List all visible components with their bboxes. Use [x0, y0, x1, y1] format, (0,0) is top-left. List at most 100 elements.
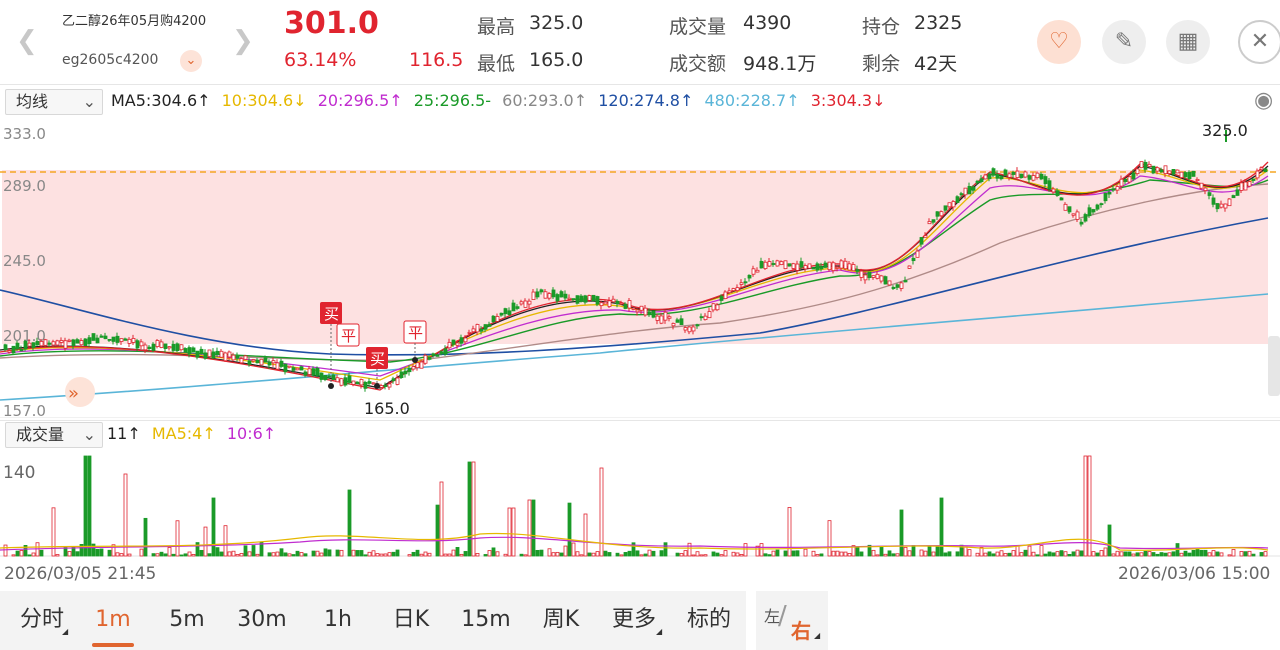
candle: [1067, 206, 1072, 213]
grid-icon[interactable]: ▦: [1166, 20, 1210, 64]
favorite-icon[interactable]: ♡: [1037, 20, 1081, 64]
volume-bar: [967, 549, 972, 557]
candle: [959, 193, 964, 196]
candle: [207, 349, 212, 358]
ma120-line: [0, 217, 1269, 356]
tab-15m[interactable]: 15m: [461, 607, 511, 632]
tab-more[interactable]: 更多: [611, 607, 656, 632]
candle: [1055, 190, 1060, 196]
side-toggle[interactable]: 左 / 右 ◢: [756, 591, 828, 650]
candle: [1247, 181, 1252, 187]
candle: [759, 260, 764, 269]
tab-day-k[interactable]: 日K: [392, 607, 430, 632]
volume-bar: [827, 520, 832, 557]
candle: [491, 315, 496, 322]
ma-legend: MA5:304.6↑ 10:304.6↓ 20:296.5↑ 25:296.5-…: [111, 91, 891, 110]
volume-bar: [1203, 549, 1208, 557]
volume-bar: [323, 548, 328, 557]
candle: [775, 260, 780, 267]
volume-bar: [187, 551, 192, 557]
double-chevron-icon[interactable]: »: [65, 377, 95, 407]
candle: [595, 296, 600, 305]
candle: [947, 202, 952, 208]
candle: [1155, 167, 1160, 172]
candle: [591, 294, 596, 302]
tab-1h[interactable]: 1h: [324, 607, 352, 632]
candle: [295, 367, 300, 371]
candle: [607, 300, 612, 307]
volume-bar: [279, 548, 284, 557]
candle: [679, 318, 684, 326]
volume-bar: [107, 549, 112, 557]
tab-underlying[interactable]: 标的: [686, 607, 731, 632]
volume-bar: [299, 552, 304, 557]
tab-5m[interactable]: 5m: [169, 607, 205, 632]
candle: [95, 337, 100, 344]
candle: [527, 300, 532, 305]
candle: [799, 261, 804, 268]
close-marker-1[interactable]: 平: [336, 323, 360, 347]
candle: [807, 263, 812, 269]
close-icon[interactable]: ✕: [1238, 20, 1280, 64]
volume-bar: [159, 551, 164, 557]
candle: [159, 341, 164, 348]
volume-bar: [919, 549, 924, 557]
volume-bar: [535, 549, 540, 557]
volume-bar: [503, 553, 508, 557]
volume-bar: [795, 550, 800, 557]
tab-week-k[interactable]: 周K: [542, 607, 580, 632]
chevron-left-icon[interactable]: ❮: [16, 26, 38, 56]
candle: [343, 377, 348, 386]
candle: [851, 264, 856, 272]
candle: [503, 308, 508, 315]
close-marker-2[interactable]: 平: [403, 320, 427, 344]
side-pull-handle[interactable]: [1268, 336, 1280, 396]
chevron-down-icon[interactable]: ⌄: [180, 50, 202, 72]
ma10-value: 10:304.6↓: [221, 91, 307, 110]
candle: [311, 368, 316, 376]
volume-selector[interactable]: 成交量 ⌄: [5, 422, 103, 448]
volume-bar: [775, 549, 780, 557]
price-chart[interactable]: 333.0 289.0 245.0 201.0 157.0 325.0 165.…: [0, 118, 1280, 418]
candle: [655, 315, 660, 321]
ma20-line: [0, 175, 1269, 377]
candle: [611, 298, 616, 303]
candle: [847, 263, 852, 271]
volume-bar: [623, 552, 628, 557]
candle: [395, 377, 400, 385]
candle: [771, 263, 776, 265]
volume-bar: [835, 550, 840, 557]
candle: [291, 367, 296, 371]
candle: [303, 371, 308, 376]
candle: [1179, 171, 1184, 178]
candle: [1195, 178, 1200, 181]
edit-icon[interactable]: ✎: [1102, 20, 1146, 64]
candle: [627, 300, 632, 309]
tab-1m[interactable]: 1m: [95, 607, 131, 632]
candle: [1187, 171, 1192, 179]
candle: [951, 201, 956, 208]
volume-bar: [411, 551, 416, 557]
candle: [171, 343, 176, 351]
candle: [1063, 203, 1068, 211]
chevron-right-icon[interactable]: ❯: [232, 26, 254, 56]
volume-bar: [1099, 550, 1104, 557]
y-label-4: 201.0: [3, 327, 46, 345]
candle: [1035, 172, 1040, 179]
buy-marker-2[interactable]: 买: [366, 347, 388, 369]
tab-fenshi[interactable]: 分时: [19, 607, 64, 632]
candle: [1263, 168, 1268, 173]
volume-bar: [1035, 554, 1040, 557]
eye-icon[interactable]: ◉: [1254, 88, 1274, 113]
buy-marker-1[interactable]: 买: [320, 302, 342, 324]
volume-bar: [819, 553, 824, 557]
ma-selector[interactable]: 均线 ⌄: [5, 89, 103, 115]
volume-chart[interactable]: 140: [0, 450, 1280, 560]
candle: [583, 295, 588, 303]
volume-bar: [271, 552, 276, 557]
tab-30m[interactable]: 30m: [237, 607, 287, 632]
volume-bar: [183, 553, 188, 557]
volume-bar: [883, 553, 888, 557]
candle: [1135, 168, 1140, 175]
candle: [923, 235, 928, 238]
